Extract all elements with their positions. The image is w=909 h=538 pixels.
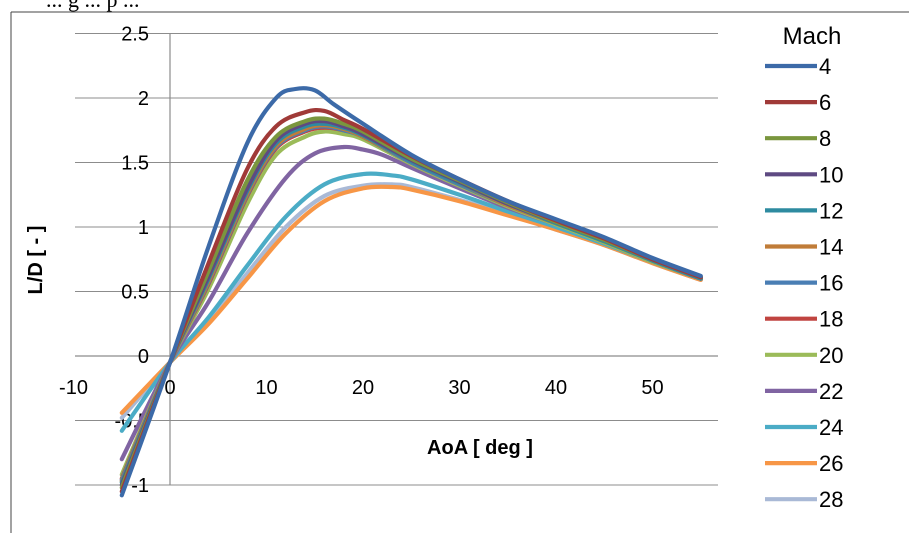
axes [75,33,718,485]
y-tick-label: -1 [131,475,149,497]
legend-label-mach-20: 20 [819,343,843,368]
legend-label-mach-18: 18 [819,307,843,332]
legend-label-mach-26: 26 [819,451,843,476]
legend-label-mach-24: 24 [819,415,843,440]
legend-label-mach-28: 28 [819,487,843,512]
legend-title: Mach [783,23,842,50]
series-line-mach-4 [119,86,703,498]
x-tick-label: 40 [545,377,567,399]
legend: Mach 4 6 8 10 12 14 16 18 20 22 24 26 28 [765,23,843,512]
x-tick-label: 10 [255,377,277,399]
y-tick-label: 0.5 [121,282,149,304]
x-tick-label: 0 [164,377,175,399]
x-axis-label: AoA [ deg ] [427,437,533,459]
x-tick-label: 50 [641,377,663,399]
gridlines [75,33,718,486]
legend-label-mach-12: 12 [819,198,843,223]
y-tick-label: 2.5 [121,24,149,46]
legend-label-mach-16: 16 [819,271,843,296]
y-tick-label: 0 [138,346,149,368]
y-tick-label: 1.5 [121,153,149,175]
y-tick-label: 1 [138,217,149,239]
series-lines [119,86,703,498]
cut-off-caption-text: ... g ... p ... [46,0,140,12]
legend-label-mach-22: 22 [819,379,843,404]
y-tick-label: 2 [138,88,149,110]
legend-label-mach-4: 4 [819,54,831,79]
x-tick-label: 20 [352,377,374,399]
x-tick-label: 30 [448,377,470,399]
legend-label-mach-14: 14 [819,235,843,260]
y-axis-label: L/D [ - ] [25,226,47,295]
x-tick-label: -10 [59,377,88,399]
legend-label-mach-6: 6 [819,90,831,115]
legend-label-mach-8: 8 [819,126,831,151]
legend-label-mach-10: 10 [819,162,843,187]
